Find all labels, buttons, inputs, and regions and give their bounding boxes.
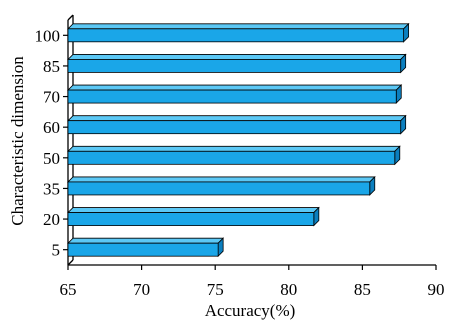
- bar-front-face: [67, 150, 396, 165]
- bar-top-face: [67, 237, 225, 244]
- bar-top-face: [67, 23, 410, 30]
- y-tick-label: 50: [43, 149, 60, 168]
- bar: [67, 206, 320, 227]
- x-axis-title: Accuracy(%): [205, 301, 296, 320]
- y-tick-label: 20: [43, 210, 60, 229]
- bar: [67, 53, 407, 74]
- x-tick-label: 80: [280, 280, 297, 299]
- bar: [67, 84, 403, 105]
- x-tick-label: 70: [133, 280, 150, 299]
- y-tick-labels: 5 20 35 50 60 70 85 100: [35, 26, 61, 259]
- bar: [67, 237, 225, 258]
- bar: [67, 22, 410, 43]
- x-tick-label: 90: [428, 280, 445, 299]
- y-tick-label: 5: [52, 241, 61, 260]
- bar-front-face: [67, 89, 397, 104]
- bar-front-face: [67, 28, 405, 43]
- bar: [67, 145, 401, 166]
- bar-top-face: [67, 84, 403, 91]
- y-axis-title: Characteristic dimension: [8, 56, 27, 226]
- y-axis-depth-top: [67, 14, 74, 21]
- y-tick-label: 35: [43, 179, 60, 198]
- bar-top-face: [67, 176, 376, 183]
- bar-top-face: [67, 207, 320, 213]
- bar-front-face: [67, 181, 371, 196]
- axes: [63, 14, 437, 270]
- y-axis-depth-bottom: [67, 259, 74, 266]
- bar-front-face: [67, 59, 402, 73]
- bar: [67, 114, 407, 135]
- bar-top-face: [67, 54, 407, 60]
- x-tick-label: 75: [207, 280, 224, 299]
- y-tick-label: 100: [35, 26, 61, 45]
- bar-front-face: [67, 242, 219, 257]
- bar: [67, 175, 376, 196]
- bars: [67, 22, 410, 258]
- x-tick-labels: 65 70 75 80 85 90: [60, 280, 445, 299]
- x-tick-label: 65: [60, 280, 77, 299]
- y-tick-label: 60: [43, 118, 60, 137]
- bar-front-face: [67, 212, 315, 226]
- x-tick-label: 85: [354, 280, 371, 299]
- y-tick-label: 70: [43, 88, 60, 107]
- bar-top-face: [67, 145, 401, 152]
- bar-front-face: [67, 120, 402, 135]
- bar-top-face: [67, 115, 407, 122]
- y-tick-label: 85: [43, 57, 60, 76]
